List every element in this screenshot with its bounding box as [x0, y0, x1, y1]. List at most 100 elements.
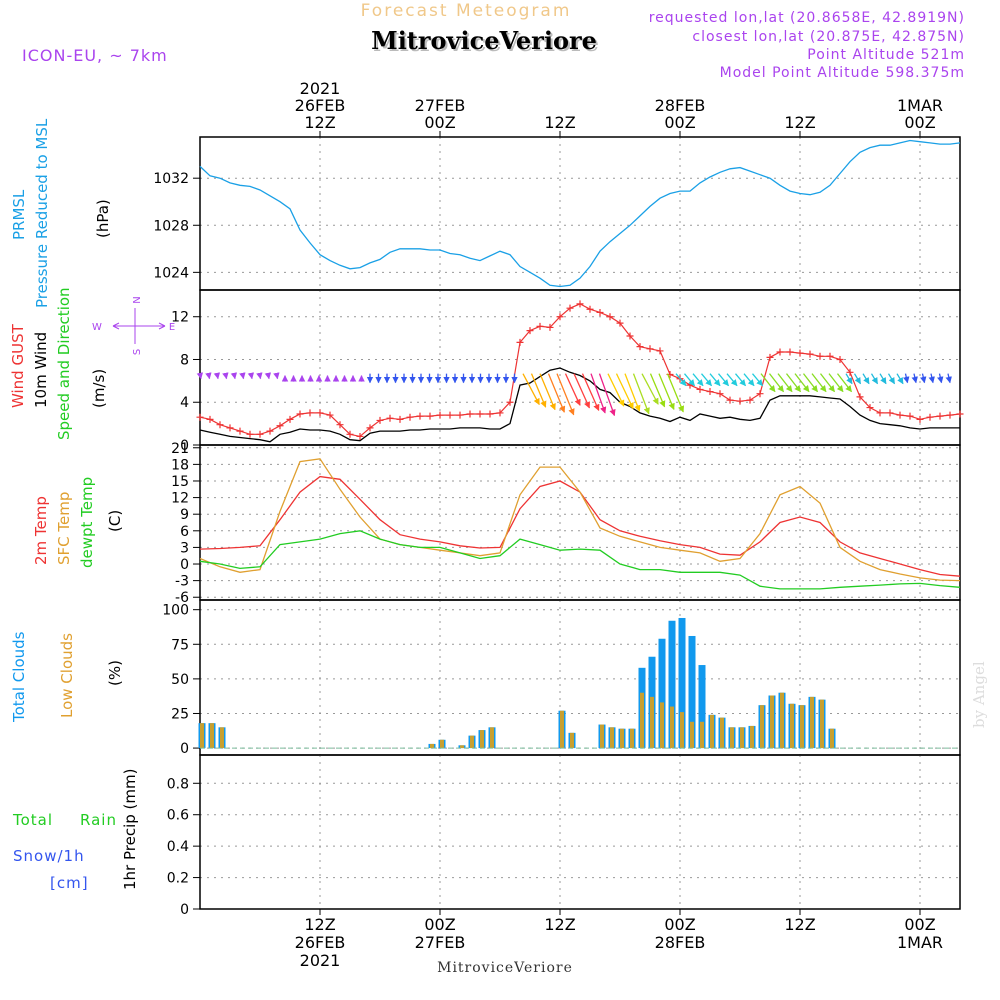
pressure-unit: (hPa) [94, 199, 112, 238]
time-label: 12Z [784, 113, 815, 132]
gust-marker [266, 427, 274, 435]
y-tick-label: 6 [180, 524, 189, 540]
gust-marker [346, 430, 354, 438]
gust-marker [946, 411, 954, 419]
wind-label-10m: 10m Wind [32, 332, 50, 408]
gust-marker [696, 385, 704, 393]
gust-marker [326, 411, 334, 419]
panel-frame [199, 136, 961, 291]
gust-marker [506, 398, 514, 406]
gust-marker [626, 332, 634, 340]
wind-arrow [264, 372, 272, 380]
wind-arrow [735, 373, 746, 387]
time-label: 00Z [904, 915, 935, 934]
gust-marker [616, 319, 624, 327]
model-altitude: Model Point Altitude 598.375m [720, 65, 965, 81]
low-cloud-bar [730, 727, 734, 749]
gust-marker [806, 350, 814, 358]
low-cloud-bar [670, 706, 674, 749]
low-cloud-bar [820, 699, 824, 749]
temp-label-2m: 2m Temp [32, 496, 50, 565]
gust-marker [866, 404, 874, 412]
time-label: 00Z [904, 113, 935, 132]
gust-marker [796, 349, 804, 357]
low-cloud-bar [690, 721, 694, 749]
wind-arrow [547, 373, 566, 413]
low-cloud-bar [640, 692, 644, 749]
y-tick-label: 1028 [153, 218, 189, 234]
y-tick-label: 1024 [153, 265, 189, 281]
compass-e: E [169, 322, 175, 333]
gust-marker [816, 352, 824, 360]
temp-dewpt-line [199, 530, 961, 590]
gust-marker [386, 414, 394, 422]
low-cloud-bar [790, 703, 794, 749]
wind-arrow [230, 372, 238, 380]
gust-marker [876, 409, 884, 417]
wind-arrow [675, 373, 687, 387]
panels: 10241028103204812-6-30369121518210255075… [153, 136, 964, 918]
wind-arrow [615, 373, 634, 410]
time-label: 1MAR [897, 933, 943, 952]
low-cloud-bar [220, 727, 224, 749]
station-title: MitroviceVeriore [371, 26, 597, 55]
low-cloud-bar [430, 743, 434, 749]
gust-marker [886, 409, 894, 417]
wind-arrow [213, 372, 221, 380]
forecast-title: Forecast Meteogram [361, 1, 572, 21]
gust-marker [406, 413, 414, 421]
wind-arrow [870, 373, 879, 385]
temp-label-dewpt: dewpt Temp [78, 477, 96, 568]
y-tick-label: 50 [171, 672, 189, 688]
panel-frame [199, 599, 961, 756]
gust-marker [486, 410, 494, 418]
gust-marker [476, 410, 484, 418]
wind-arrow [239, 372, 246, 380]
wind-gust-line [199, 303, 961, 438]
wind-speed-line [199, 367, 960, 443]
y-tick-label: 0.2 [167, 871, 189, 887]
low-cloud-bar [770, 695, 774, 749]
gust-marker [366, 424, 374, 432]
y-tick-label: 100 [162, 603, 189, 619]
y-tick-label: 75 [171, 637, 189, 653]
wind-arrow [752, 373, 763, 387]
gust-marker [736, 397, 744, 405]
gust-marker [206, 415, 214, 423]
low-cloud-bar [700, 721, 704, 749]
y-tick-label: 12 [171, 310, 189, 326]
wind-arrow [649, 373, 666, 408]
time-label: 28FEB [655, 933, 706, 952]
pressure-label-msl: Pressure Reduced to MSL [33, 118, 51, 308]
time-label: 12Z [544, 113, 575, 132]
low-cloud-bar [650, 696, 654, 749]
total-cloud-bar [658, 638, 666, 749]
gust-marker [226, 424, 234, 432]
gust-marker [606, 313, 614, 321]
gust-marker [216, 421, 224, 429]
time-label: 2021 [300, 79, 341, 98]
panel-frame [199, 444, 961, 601]
precip-label-snow: Snow/1h [13, 847, 85, 865]
wind-arrow [573, 373, 590, 409]
y-tick-label: 9 [180, 507, 189, 523]
time-label: 26FEB [295, 96, 346, 115]
low-cloud-bar [490, 727, 494, 749]
low-cloud-bar [710, 714, 714, 749]
low-cloud-bar [760, 705, 764, 749]
time-label: 1MAR [897, 96, 943, 115]
y-tick-label: 0.6 [167, 808, 189, 824]
time-label: 26FEB [295, 933, 346, 952]
wind-arrow [928, 373, 935, 384]
gust-marker [516, 338, 524, 346]
wind-arrow [632, 373, 650, 415]
wind-arrow [539, 373, 556, 411]
y-tick-label: 0 [180, 741, 189, 757]
low-cloud-bar [750, 725, 754, 749]
wind-arrow [607, 373, 625, 407]
gust-marker [396, 415, 404, 423]
wind-arrow [222, 372, 229, 380]
gust-marker [336, 421, 344, 429]
time-label: 12Z [304, 113, 335, 132]
